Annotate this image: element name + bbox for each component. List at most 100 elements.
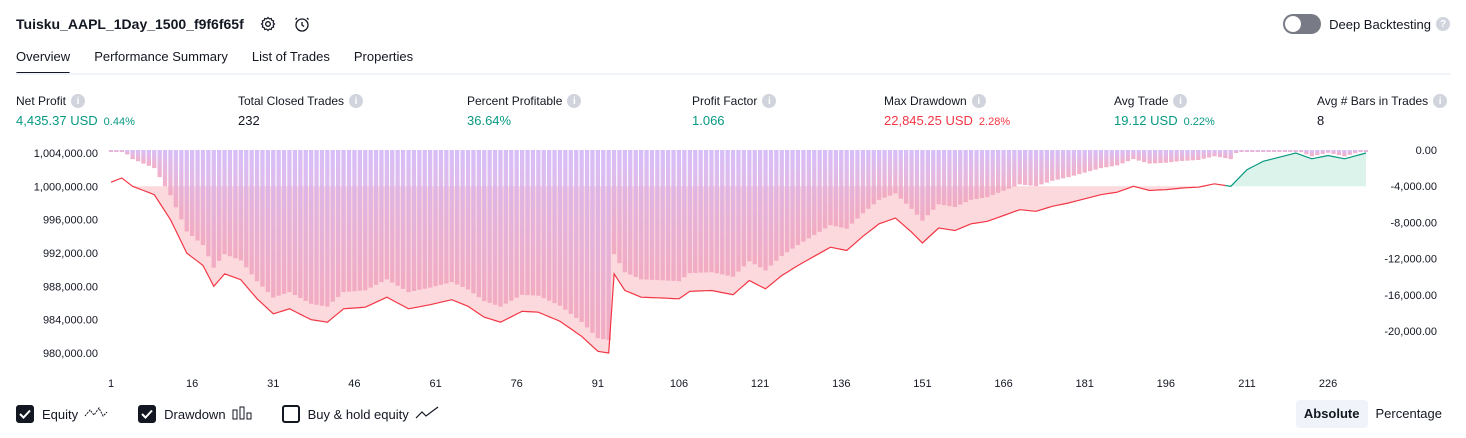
drawdown-bar bbox=[1277, 150, 1282, 152]
drawdown-bar bbox=[601, 150, 606, 340]
drawdown-bar bbox=[617, 150, 622, 264]
left-axis: 1,004,000.00 1,000,000.00 996,000.00 992,00… bbox=[34, 148, 98, 360]
drawdown-bar bbox=[1347, 150, 1352, 155]
percentage-mode-button[interactable]: Percentage bbox=[1375, 406, 1443, 421]
drawdown-bar bbox=[1331, 150, 1336, 154]
drawdown-bar bbox=[287, 150, 292, 293]
drawdown-bar bbox=[417, 150, 422, 290]
chart-legend: Equity Drawdown Buy & hold equity bbox=[16, 403, 469, 425]
x-axis-tick-label: 1 bbox=[108, 378, 114, 390]
metric-value: 1.066 bbox=[692, 113, 725, 128]
drawdown-bar bbox=[1250, 150, 1255, 152]
drawdown-bar bbox=[336, 150, 341, 297]
drawdown-bar bbox=[1163, 150, 1168, 163]
x-axis-tick-label: 196 bbox=[1157, 378, 1175, 390]
drawdown-bar bbox=[530, 150, 536, 296]
legend-equity[interactable]: Equity bbox=[16, 405, 108, 423]
drawdown-bar bbox=[904, 150, 909, 204]
metric-percent-profitable: Percent Profitable i 36.64% bbox=[467, 93, 582, 128]
x-axis-tick-label: 211 bbox=[1238, 378, 1256, 390]
drawdown-bar bbox=[130, 150, 135, 160]
drawdown-bar bbox=[855, 150, 860, 219]
drawdown-bar bbox=[682, 150, 687, 278]
legend-drawdown[interactable]: Drawdown bbox=[138, 405, 252, 423]
drawdown-bar bbox=[758, 150, 763, 268]
drawdown-bar bbox=[660, 150, 665, 281]
reload-clock-icon[interactable] bbox=[292, 14, 312, 34]
drawdown-bar bbox=[227, 150, 233, 257]
drawdown-bar bbox=[606, 150, 611, 341]
drawdown-bar bbox=[725, 150, 730, 276]
right-axis-tick-label: -8,000.00 bbox=[1391, 217, 1437, 229]
drawdown-bar bbox=[514, 150, 519, 298]
drawdown-bar bbox=[996, 150, 1001, 193]
drawdown-bar bbox=[671, 150, 676, 281]
drawdown-bar bbox=[482, 150, 487, 302]
buy-hold-checkbox[interactable] bbox=[281, 405, 300, 423]
drawdown-bar bbox=[1104, 150, 1109, 168]
drawdown-bar bbox=[168, 150, 173, 196]
drawdown-bar bbox=[871, 150, 876, 205]
help-icon[interactable]: i bbox=[71, 94, 86, 108]
legend-buy-hold-equity[interactable]: Buy & hold equity bbox=[281, 405, 439, 423]
drawdown-bar bbox=[503, 150, 508, 304]
equity-checkbox[interactable] bbox=[16, 405, 34, 423]
equity-chart[interactable]: 1,004,000.00 1,000,000.00 996,000.00 992,00… bbox=[0, 140, 1466, 390]
metric-label: Total Closed Trades bbox=[238, 94, 345, 108]
metric-label: Avg Trade bbox=[1114, 94, 1169, 108]
deep-backtesting-label: Deep Backtesting bbox=[1329, 16, 1431, 32]
help-icon[interactable]: i bbox=[762, 94, 777, 108]
help-icon[interactable]: i bbox=[567, 94, 582, 108]
drawdown-bar bbox=[806, 150, 811, 239]
drawdown-bar bbox=[460, 150, 465, 287]
drawdown-bar bbox=[341, 150, 346, 293]
help-icon[interactable]: i bbox=[971, 94, 986, 108]
drawdown-bar bbox=[303, 150, 308, 301]
drawdown-bar bbox=[747, 150, 752, 262]
drawdown-bar bbox=[1326, 150, 1331, 153]
drawdown-bar bbox=[898, 150, 903, 199]
drawdown-bar bbox=[379, 150, 384, 283]
drawdown-bar bbox=[373, 150, 379, 285]
tab-properties[interactable]: Properties bbox=[353, 49, 414, 64]
drawdown-bar bbox=[877, 150, 882, 200]
drawdown-bar bbox=[1077, 150, 1082, 175]
equity-line-icon bbox=[84, 406, 108, 423]
help-icon[interactable]: i bbox=[1433, 94, 1448, 108]
x-axis-tick-label: 76 bbox=[511, 378, 523, 390]
help-icon[interactable]: i bbox=[1173, 94, 1188, 108]
drawdown-bar bbox=[152, 150, 157, 169]
deep-backtesting-toggle[interactable] bbox=[1283, 14, 1322, 34]
drawdown-bar bbox=[438, 150, 444, 285]
help-icon[interactable]: ? bbox=[1436, 17, 1450, 31]
drawdown-bar bbox=[1179, 150, 1185, 161]
drawdown-bar bbox=[666, 150, 671, 281]
drawdown-bar bbox=[568, 150, 573, 314]
drawdown-bar bbox=[1028, 150, 1033, 186]
view-mode-switch: Absolute Percentage bbox=[1295, 400, 1450, 428]
drawdown-bar bbox=[1066, 150, 1071, 178]
drawdown-checkbox[interactable] bbox=[138, 405, 157, 423]
deep-backtesting-control: Deep Backtesting ? bbox=[1283, 13, 1450, 35]
help-icon[interactable]: i bbox=[349, 94, 364, 108]
drawdown-bar bbox=[1271, 150, 1277, 152]
settings-gear-icon[interactable] bbox=[258, 14, 278, 34]
drawdown-bar bbox=[563, 150, 568, 310]
drawdown-bar bbox=[1109, 150, 1114, 167]
drawdown-bar bbox=[709, 150, 714, 273]
drawdown-bar bbox=[146, 150, 151, 166]
drawdown-bar bbox=[1012, 150, 1017, 187]
drawdown-bar bbox=[774, 150, 779, 261]
drawdown-bar bbox=[1207, 150, 1212, 158]
tab-overview[interactable]: Overview bbox=[16, 46, 71, 75]
metric-label: Percent Profitable bbox=[467, 94, 563, 108]
tab-performance-summary[interactable]: Performance Summary bbox=[94, 49, 228, 64]
left-axis-tick-label: 984,000.00 bbox=[43, 315, 98, 327]
drawdown-bar bbox=[1190, 150, 1195, 161]
tab-list-of-trades[interactable]: List of Trades bbox=[251, 49, 330, 64]
absolute-mode-button[interactable]: Absolute bbox=[1295, 400, 1368, 428]
drawdown-bar bbox=[812, 150, 817, 236]
drawdown-bar bbox=[449, 150, 454, 283]
drawdown-bar bbox=[157, 150, 162, 178]
drawdown-bar bbox=[936, 150, 941, 205]
